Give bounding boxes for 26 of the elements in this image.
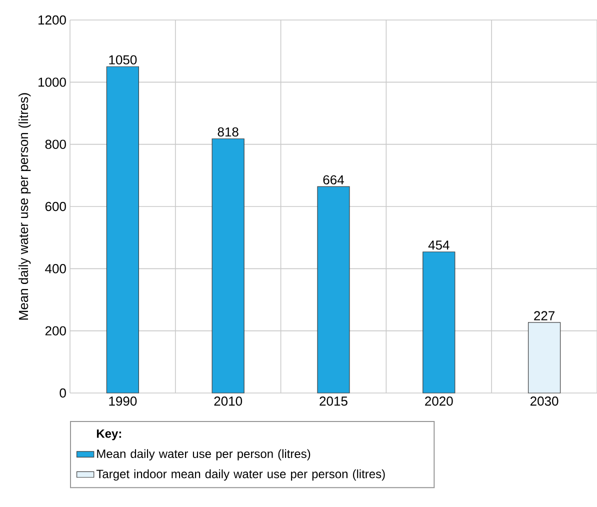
data-label: 1050	[109, 55, 137, 64]
legend-label: Mean daily water use per person (litres)	[97, 449, 310, 460]
legend-label: Target indoor mean daily water use per person (litres)	[96, 469, 385, 481]
bar	[212, 138, 244, 394]
y-tick-label: 400	[45, 264, 66, 274]
data-label: 454	[428, 240, 450, 250]
y-tick-label: 1000	[38, 78, 66, 87]
bar	[106, 66, 139, 394]
data-label: 818	[218, 127, 238, 137]
data-label: 664	[323, 175, 344, 184]
x-tick-label: 2030	[530, 396, 558, 406]
x-tick-label: 2010	[214, 396, 242, 406]
bar	[317, 186, 350, 394]
x-tick-label: 2020	[425, 396, 453, 406]
y-tick-label: 0	[60, 388, 66, 398]
legend-title: Key:	[96, 429, 122, 440]
y-tick-label: 800	[45, 140, 66, 149]
bar	[422, 252, 456, 394]
y-tick-label: 600	[45, 202, 66, 212]
y-axis-title: Mean daily water use per person (litres)	[18, 93, 31, 320]
x-tick-label: 1990	[109, 396, 137, 406]
x-tick-label: 2015	[320, 396, 348, 406]
bar	[528, 322, 561, 394]
y-tick-label: 200	[45, 326, 66, 336]
y-tick-label: 1200	[38, 15, 66, 25]
data-label: 227	[534, 311, 554, 320]
